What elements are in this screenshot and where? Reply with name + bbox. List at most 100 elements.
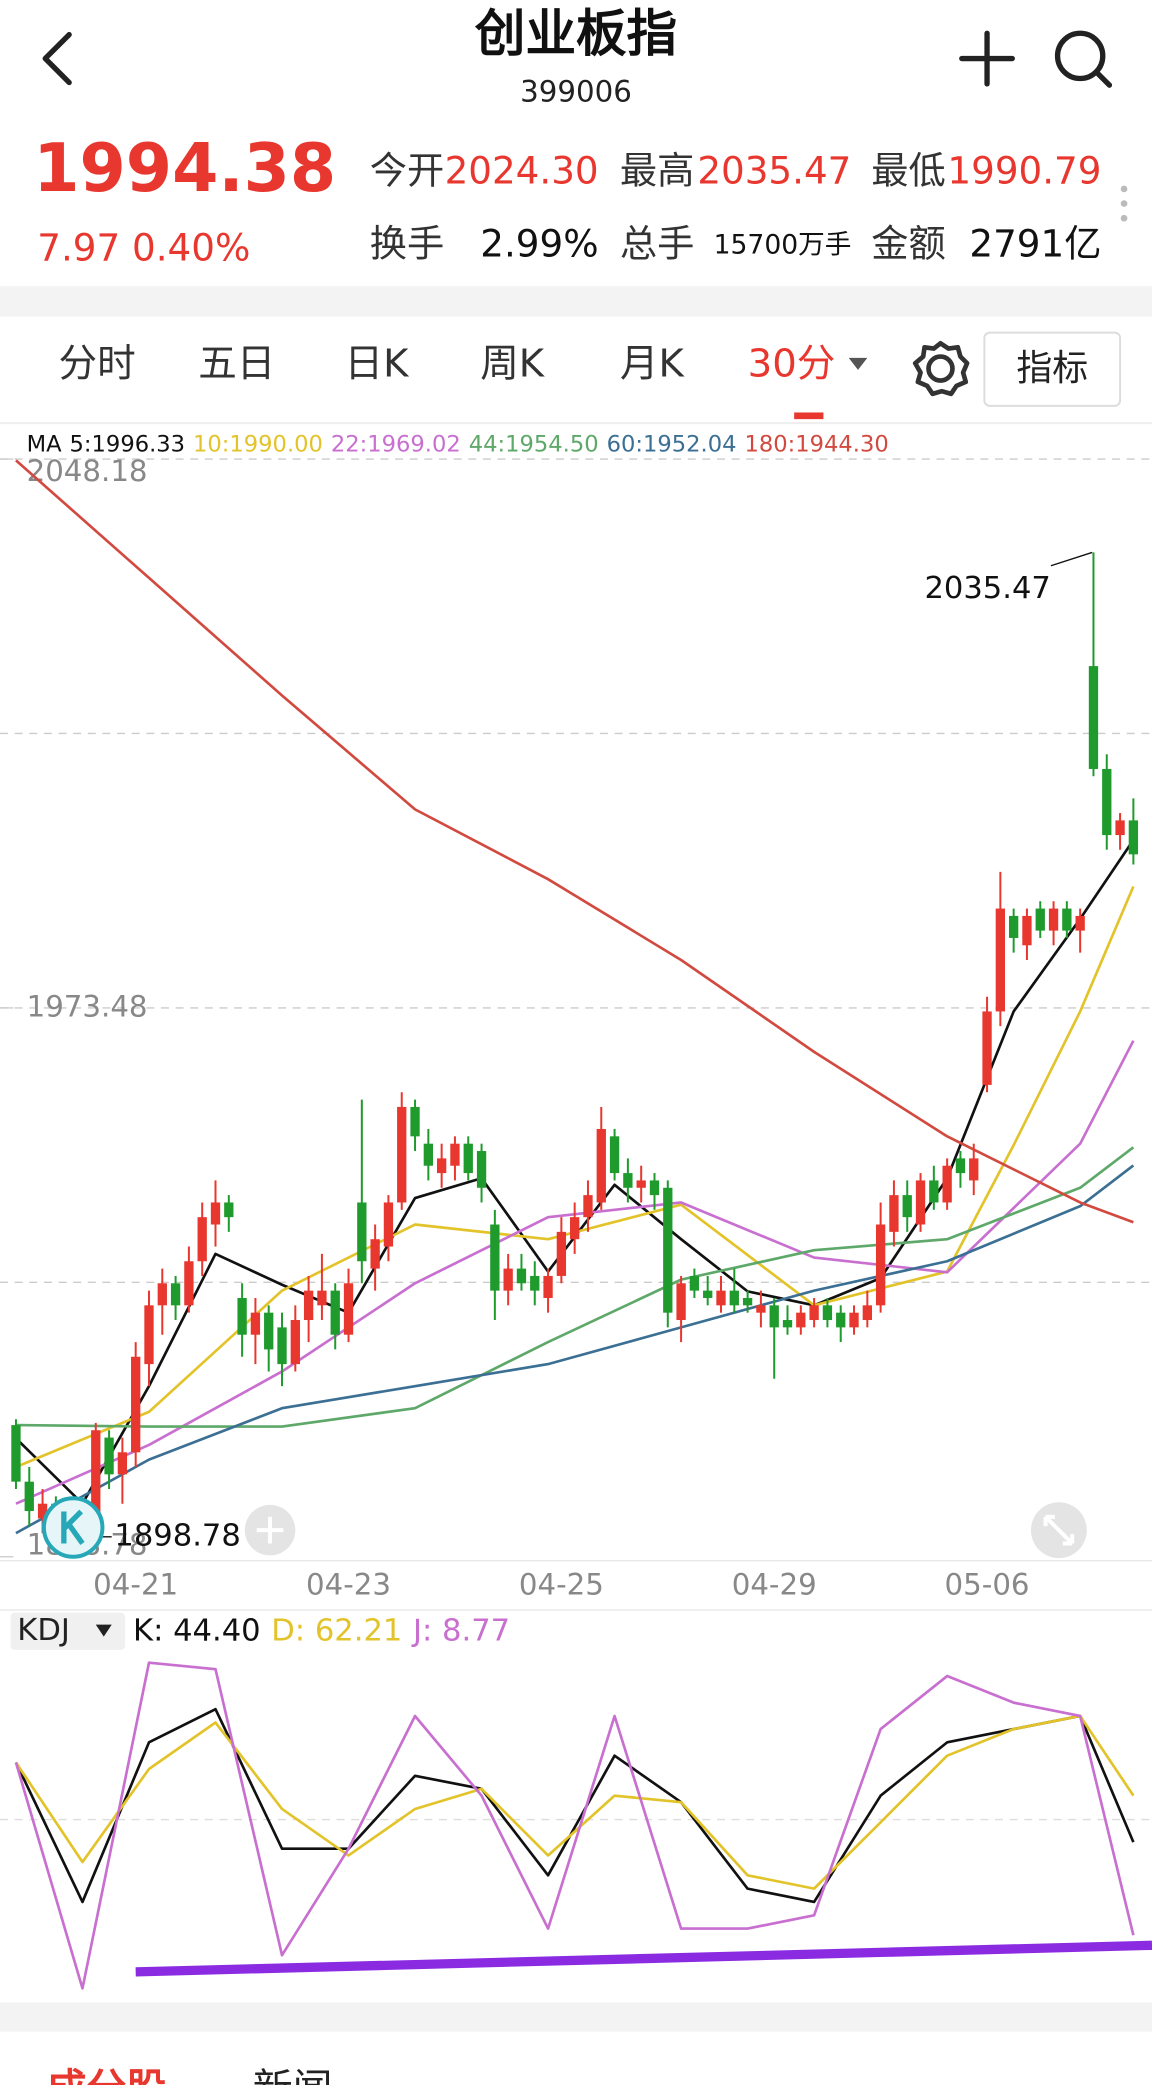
y-tick-label: 2048.18: [27, 454, 148, 488]
candle-body: [929, 1180, 939, 1203]
candle-body: [476, 1151, 487, 1188]
high-label: 2035.47: [924, 571, 1050, 606]
candle-body: [822, 1305, 833, 1321]
candle-body: [836, 1312, 846, 1328]
candle-body: [809, 1305, 819, 1321]
candle-body: [756, 1305, 766, 1313]
candle-body: [37, 1503, 48, 1519]
low-label: 1898.78: [114, 1518, 240, 1553]
candle-body: [117, 1452, 128, 1475]
candle-body: [623, 1173, 633, 1188]
candle-body: [1102, 768, 1112, 836]
kdj-selector: [10, 1612, 126, 1650]
candle-body: [995, 908, 1006, 1012]
dropdown-arrow: [848, 357, 868, 370]
legend-entry: 10:1990.00: [193, 431, 323, 457]
legend-entry: D: 62.21: [271, 1613, 402, 1648]
candle-body: [277, 1327, 287, 1365]
legend-entry: 5:1996.33: [70, 431, 185, 457]
candle-body: [969, 1158, 979, 1181]
high-pointer: [1050, 551, 1093, 567]
candle-body: [583, 1195, 593, 1218]
field-label: 最低: [871, 148, 946, 192]
x-tick-label: 04-25: [519, 1568, 604, 1602]
search-circle: [1054, 30, 1106, 82]
candle-body: [410, 1106, 420, 1137]
gear-outline: [912, 340, 970, 397]
search-handle: [1093, 69, 1113, 88]
candle-body: [303, 1290, 314, 1321]
legend-entry: K: 44.40: [133, 1613, 261, 1648]
candle-body: [91, 1430, 101, 1526]
candle-body: [210, 1202, 221, 1225]
tab[interactable]: 月K: [620, 341, 686, 386]
legend-entry: 44:1954.50: [469, 431, 599, 457]
candle-body: [875, 1224, 886, 1306]
y-tick-label: 1973.48: [27, 989, 148, 1023]
field-value: 2035.47: [697, 148, 851, 192]
candle-body: [1128, 820, 1139, 855]
candle-body: [1035, 908, 1045, 931]
search-button[interactable]: [1054, 30, 1113, 88]
candle-body: [889, 1195, 899, 1232]
candle-body: [24, 1481, 34, 1512]
kdj-dropdown: [95, 1624, 112, 1637]
legend-entry: J: 8.77: [411, 1613, 510, 1648]
candle-body: [703, 1290, 713, 1298]
candle-body: [463, 1143, 473, 1174]
field-label: 今开: [370, 148, 445, 192]
tab[interactable]: 日K: [345, 341, 411, 386]
candle-body: [436, 1158, 447, 1174]
add-button[interactable]: [959, 30, 1015, 87]
candle-body: [556, 1231, 567, 1276]
candle-body: [769, 1305, 779, 1328]
ma-line: [15, 459, 1134, 1224]
drawn-trend-line: [135, 1940, 1152, 1977]
tab[interactable]: 分时: [59, 341, 136, 386]
kdj-legend: K: 44.40 D: 62.21 J: 8.77: [133, 1613, 510, 1648]
quote-fields: 今开 2024.30 最高 2035.47 最低 1990.79 换手 2.99% 总手 1570…: [370, 148, 1102, 265]
field-label: 最高: [620, 148, 695, 192]
x-tick-label: 04-29: [732, 1568, 817, 1602]
candle-body: [543, 1275, 553, 1298]
kdj-line: [14, 1661, 1135, 1990]
candle-body: [370, 1239, 380, 1269]
candle-body: [609, 1136, 620, 1174]
candle-body: [1115, 820, 1125, 836]
legend-entry: 60:1952.04: [607, 431, 737, 457]
logo-mark: [61, 1509, 85, 1546]
separator: [0, 286, 1152, 317]
candle-body: [1088, 666, 1099, 769]
settings-button[interactable]: [912, 340, 970, 397]
kdj-title: KDJ: [17, 1613, 70, 1648]
candle-body: [1048, 908, 1059, 931]
candle-body: [503, 1268, 513, 1291]
gear-center: [926, 354, 955, 383]
indicator-button[interactable]: [983, 331, 1122, 407]
ma-line: [15, 1164, 1135, 1535]
bottom-tab[interactable]: 新闻: [253, 2066, 333, 2085]
candle-body: [237, 1297, 247, 1335]
candle-body: [184, 1261, 194, 1306]
price-chart: 2048.18 1973.48 1898.78 04-21 04-23 04-25 04-2…: [0, 431, 1152, 1602]
active-underline: [794, 412, 824, 420]
candle-body: [530, 1275, 540, 1291]
candle-body: [849, 1312, 859, 1328]
tab[interactable]: 30分: [748, 341, 836, 386]
candle-body: [264, 1312, 274, 1350]
candle-body: [1075, 915, 1085, 931]
field-value: 2.99%: [480, 222, 598, 266]
tab[interactable]: 五日: [198, 341, 275, 386]
candle-body: [224, 1202, 234, 1218]
candle-body: [250, 1312, 261, 1335]
change: 7.97 0.40%: [37, 226, 250, 270]
bottom-tab[interactable]: 成分股: [47, 2066, 167, 2085]
tab[interactable]: 周K: [480, 341, 546, 386]
more-dots[interactable]: [1120, 185, 1128, 222]
candle-body: [902, 1195, 912, 1218]
field-value: 2791亿: [969, 222, 1101, 266]
ma-line: [15, 1146, 1135, 1428]
legend-prefix: MA: [27, 431, 63, 457]
back-button[interactable]: [42, 31, 72, 86]
